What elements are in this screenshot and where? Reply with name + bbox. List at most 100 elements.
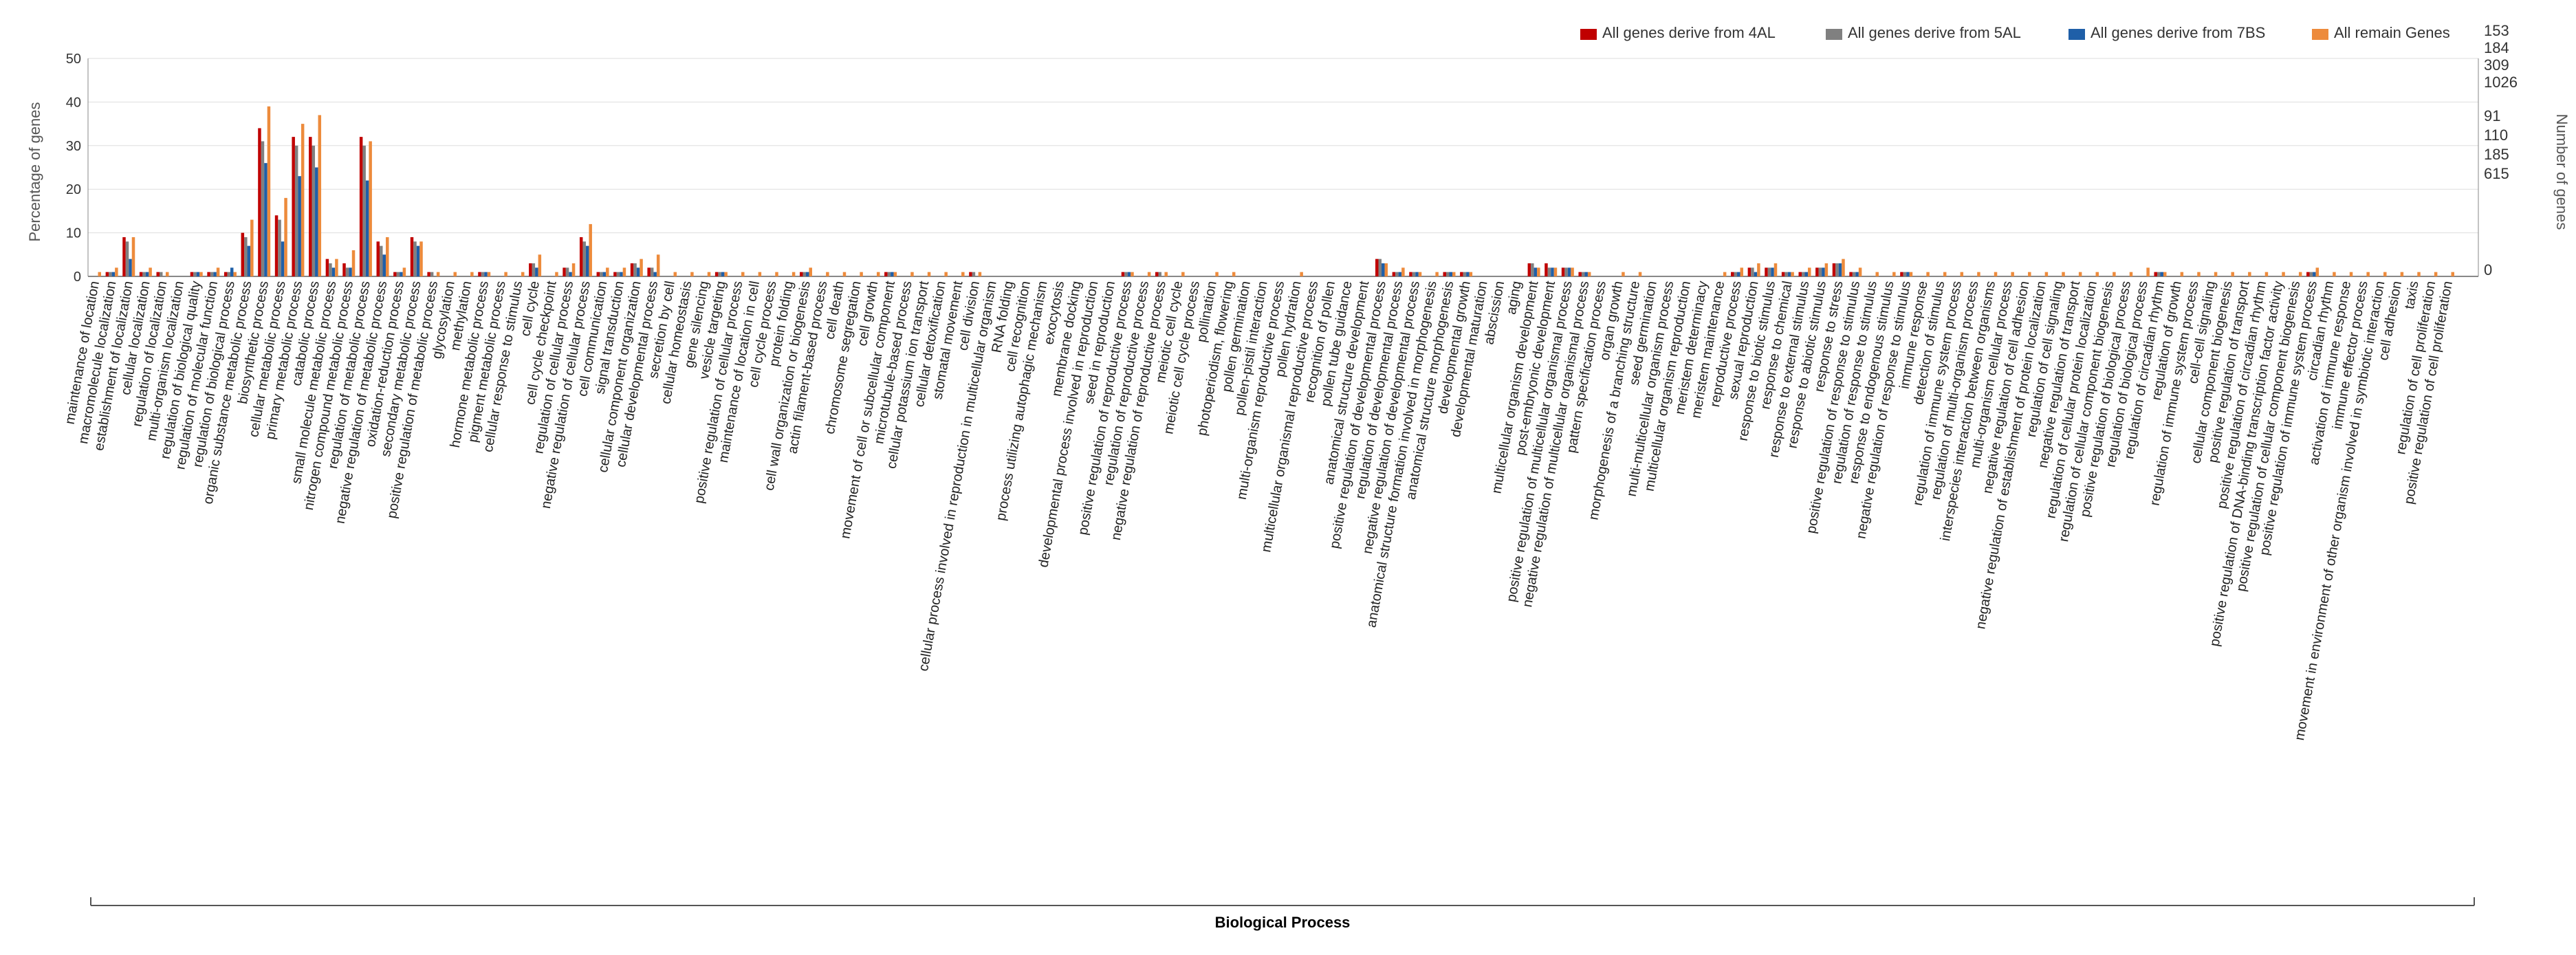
bar bbox=[972, 272, 976, 276]
y-tick-label: 50 bbox=[66, 52, 81, 67]
bar bbox=[1638, 272, 1642, 276]
bar bbox=[2160, 272, 2163, 276]
bar bbox=[149, 267, 152, 276]
bar bbox=[365, 180, 369, 276]
bar bbox=[622, 267, 626, 276]
bar bbox=[1765, 267, 1768, 276]
bar bbox=[1855, 272, 1859, 276]
bar bbox=[1832, 263, 1836, 276]
bar bbox=[193, 272, 197, 276]
bar bbox=[376, 241, 380, 276]
bar bbox=[2451, 272, 2454, 276]
bar bbox=[1551, 267, 1554, 276]
bar bbox=[159, 272, 163, 276]
bar bbox=[2349, 272, 2353, 276]
bar bbox=[585, 245, 589, 276]
bar bbox=[139, 272, 143, 276]
bar bbox=[1842, 259, 1845, 276]
bar bbox=[650, 267, 654, 276]
bar bbox=[380, 245, 383, 276]
bar bbox=[1787, 272, 1791, 276]
bar bbox=[1445, 272, 1450, 276]
bar bbox=[961, 272, 965, 276]
bar bbox=[1751, 267, 1754, 276]
bar bbox=[600, 272, 603, 276]
bar bbox=[1564, 267, 1568, 276]
bar bbox=[230, 267, 234, 276]
bar bbox=[342, 263, 346, 276]
bar bbox=[430, 272, 434, 276]
bar bbox=[1544, 263, 1548, 276]
bar bbox=[416, 245, 420, 276]
bar bbox=[1731, 272, 1734, 276]
bar bbox=[1801, 272, 1805, 276]
y-axis-label: Percentage of genes bbox=[26, 102, 43, 241]
bar bbox=[145, 272, 149, 276]
bar bbox=[2095, 272, 2099, 276]
bar bbox=[673, 272, 677, 276]
bar bbox=[105, 272, 109, 276]
bar bbox=[1155, 272, 1159, 276]
bar bbox=[1757, 263, 1760, 276]
bar bbox=[315, 167, 318, 276]
legend: All genes derive from 4AL All genes deriv… bbox=[1580, 24, 2450, 41]
bar bbox=[142, 272, 146, 276]
bar bbox=[247, 245, 251, 276]
bar bbox=[792, 272, 796, 276]
bar bbox=[199, 272, 203, 276]
bar bbox=[721, 272, 725, 276]
bar bbox=[2062, 272, 2065, 276]
bar bbox=[223, 272, 228, 276]
bar bbox=[504, 272, 507, 276]
bar bbox=[2214, 272, 2218, 276]
bar bbox=[400, 272, 403, 276]
bar bbox=[1415, 272, 1419, 276]
bar bbox=[487, 272, 491, 276]
legend-label: All genes derive from 4AL bbox=[1602, 24, 1776, 41]
bar bbox=[535, 267, 538, 276]
bar bbox=[1781, 272, 1785, 276]
bar bbox=[1784, 272, 1788, 276]
bar bbox=[613, 272, 617, 276]
bar bbox=[386, 237, 389, 276]
right-y-axis-label: Number of genes bbox=[2553, 114, 2570, 230]
bar bbox=[98, 272, 101, 276]
bar bbox=[2163, 272, 2167, 276]
bar bbox=[318, 115, 322, 276]
bar bbox=[278, 219, 281, 276]
bar bbox=[1824, 263, 1829, 276]
bar bbox=[718, 272, 721, 276]
bar bbox=[529, 263, 532, 276]
bar bbox=[805, 272, 809, 276]
bar bbox=[436, 272, 440, 276]
bar bbox=[2333, 272, 2336, 276]
bar bbox=[555, 272, 558, 276]
bar bbox=[1723, 272, 1727, 276]
bar bbox=[969, 272, 972, 276]
right-tick-label: 110 bbox=[2484, 127, 2508, 144]
bar bbox=[741, 272, 745, 276]
bar bbox=[345, 267, 349, 276]
bar bbox=[1460, 272, 1463, 276]
bar bbox=[2011, 272, 2014, 276]
bar bbox=[893, 272, 897, 276]
bar bbox=[707, 272, 711, 276]
bar bbox=[1378, 259, 1382, 276]
bar bbox=[2264, 272, 2269, 276]
bar bbox=[1533, 267, 1538, 276]
bar bbox=[261, 141, 265, 276]
bar bbox=[1409, 272, 1412, 276]
bar bbox=[301, 124, 305, 276]
bar bbox=[1977, 272, 1980, 276]
bar bbox=[2298, 272, 2302, 276]
bar bbox=[714, 272, 719, 276]
bar bbox=[884, 272, 888, 276]
bar bbox=[799, 272, 803, 276]
bar bbox=[1737, 272, 1740, 276]
bar bbox=[1747, 267, 1751, 276]
bar bbox=[207, 272, 210, 276]
bar bbox=[887, 272, 891, 276]
bar bbox=[250, 219, 254, 276]
